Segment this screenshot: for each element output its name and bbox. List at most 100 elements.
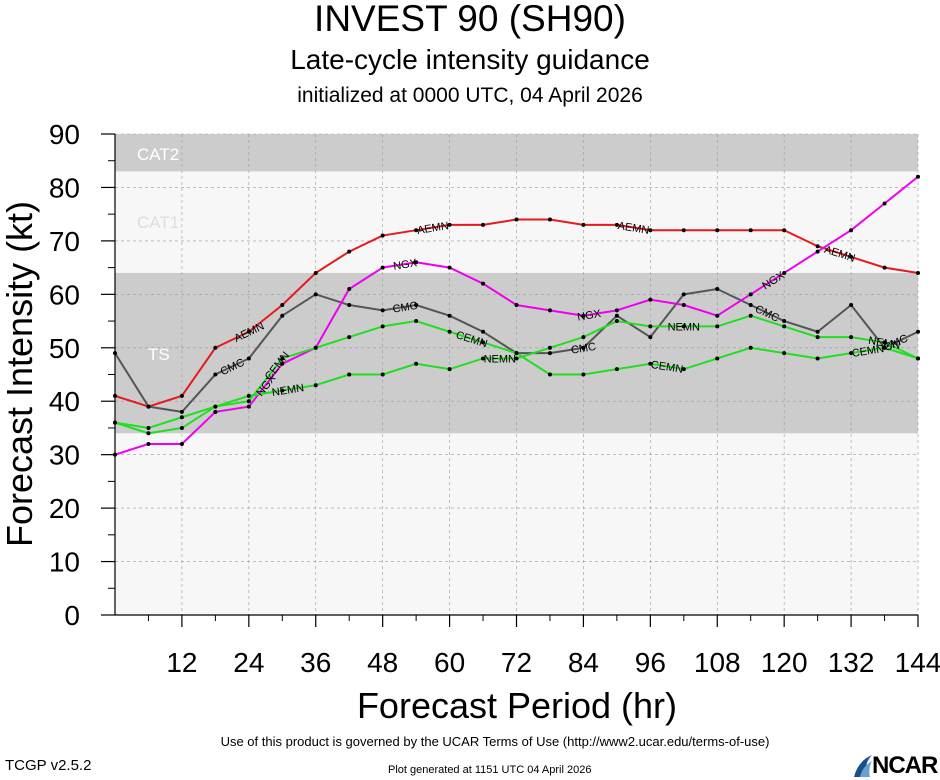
x-tick-label: 120 xyxy=(761,647,808,678)
data-point xyxy=(246,356,251,361)
data-point xyxy=(547,308,552,313)
x-tick-label: 48 xyxy=(367,647,398,678)
y-tick-label: 50 xyxy=(49,333,80,364)
data-point xyxy=(782,351,787,356)
data-point xyxy=(916,270,920,275)
data-point xyxy=(514,217,519,222)
data-point xyxy=(280,303,285,308)
x-tick-label: 96 xyxy=(635,647,666,678)
data-point xyxy=(681,367,686,372)
ncar-logo: NCAR xyxy=(852,752,940,780)
series-label: AEMN xyxy=(617,220,650,237)
data-point xyxy=(146,441,151,446)
x-tick-label: 24 xyxy=(233,647,264,678)
data-point xyxy=(614,319,619,324)
data-point xyxy=(414,228,419,233)
data-point xyxy=(313,345,318,350)
tick-labels: 0 10 20 30 40 50 60 70 80 90 12 24 36 48 60 72 84 96 108 12… xyxy=(49,119,940,678)
data-point xyxy=(916,329,920,334)
data-point xyxy=(681,324,686,329)
data-point xyxy=(447,367,452,372)
data-point xyxy=(648,335,653,340)
data-point xyxy=(414,319,419,324)
x-tick-label: 84 xyxy=(568,647,599,678)
data-point xyxy=(849,335,854,340)
y-tick-label: 60 xyxy=(49,279,80,310)
data-point xyxy=(882,265,887,270)
band-cat1 xyxy=(115,171,918,273)
data-point xyxy=(179,425,184,430)
data-point xyxy=(514,303,519,308)
series-label: NGX xyxy=(576,308,602,324)
chart-title: INVEST 90 (SH90) xyxy=(314,0,626,39)
data-point xyxy=(313,383,318,388)
data-point xyxy=(447,222,452,227)
data-point xyxy=(849,254,854,259)
data-point xyxy=(815,356,820,361)
data-point xyxy=(815,329,820,334)
axes xyxy=(101,133,919,627)
data-point xyxy=(347,303,352,308)
data-point xyxy=(347,249,352,254)
data-point xyxy=(748,292,753,297)
data-point xyxy=(681,228,686,233)
data-point xyxy=(280,388,285,393)
data-point xyxy=(547,345,552,350)
data-point xyxy=(748,313,753,318)
x-tick-label: 12 xyxy=(166,647,197,678)
series-label: CMC xyxy=(392,300,419,316)
series-label: CMC xyxy=(570,341,597,357)
y-tick-label: 40 xyxy=(49,386,80,417)
series-label: AEMN xyxy=(416,220,449,237)
data-point xyxy=(481,356,486,361)
data-point xyxy=(347,286,352,291)
data-point xyxy=(748,345,753,350)
series-label: NEMN xyxy=(867,335,901,352)
series-label: NEMN xyxy=(484,353,516,365)
data-point xyxy=(313,292,318,297)
data-point xyxy=(146,404,151,409)
data-point xyxy=(715,324,720,329)
band-label-cat1: CAT1 xyxy=(137,213,179,232)
x-tick-label: 108 xyxy=(694,647,741,678)
data-point xyxy=(514,351,519,356)
data-point xyxy=(547,372,552,377)
data-point xyxy=(614,313,619,318)
data-point xyxy=(213,345,218,350)
data-point xyxy=(715,286,720,291)
data-point xyxy=(748,303,753,308)
data-point xyxy=(179,441,184,446)
data-point xyxy=(280,361,285,366)
data-point xyxy=(481,281,486,286)
data-point xyxy=(815,249,820,254)
x-tick-label: 36 xyxy=(300,647,331,678)
data-point xyxy=(614,222,619,227)
data-point xyxy=(681,303,686,308)
series-lines xyxy=(113,174,920,457)
data-point xyxy=(347,372,352,377)
x-tick-label: 132 xyxy=(828,647,875,678)
data-point xyxy=(849,303,854,308)
data-point xyxy=(849,228,854,233)
data-point xyxy=(447,313,452,318)
data-point xyxy=(681,292,686,297)
data-point xyxy=(715,228,720,233)
data-point xyxy=(782,319,787,324)
y-tick-label: 80 xyxy=(49,172,80,203)
y-tick-label: 70 xyxy=(49,226,80,257)
data-point xyxy=(414,260,419,265)
data-point xyxy=(481,222,486,227)
data-point xyxy=(715,313,720,318)
data-point xyxy=(648,228,653,233)
data-point xyxy=(213,372,218,377)
data-point xyxy=(380,265,385,270)
data-point xyxy=(347,335,352,340)
data-point xyxy=(782,228,787,233)
terms-of-use: Use of this product is governed by the U… xyxy=(220,734,770,749)
data-point xyxy=(280,356,285,361)
data-point xyxy=(380,233,385,238)
ncar-logo-icon xyxy=(854,755,872,777)
data-point xyxy=(280,313,285,318)
data-point xyxy=(246,329,251,334)
